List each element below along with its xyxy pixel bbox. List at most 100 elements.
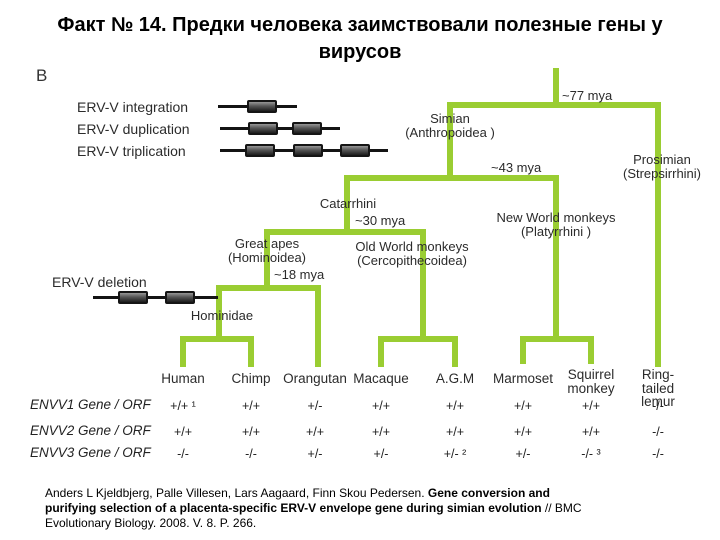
panel-label: B [36, 66, 48, 85]
branch-nwm-split-horizontal [520, 336, 594, 342]
citation-title-part-1: Gene conversion and [427, 486, 550, 500]
node-great-apes-sub: (Hominoidea) [227, 250, 307, 265]
erv-duplication-line [220, 127, 340, 130]
table-cell: +/+ [581, 399, 601, 413]
node-owm-name: Old World monkeys [355, 239, 469, 254]
branch-hominidae-vertical [216, 285, 222, 342]
gene-box-icon [118, 291, 148, 304]
branch-squirrel-monkey-vertical [588, 336, 594, 364]
age-label-30mya: ~30 mya [355, 213, 406, 228]
legend-integration-label: ERV-V integration [77, 99, 189, 115]
branch-agm-vertical [452, 336, 458, 367]
table-cell: +/+ [305, 425, 325, 439]
age-label-77mya: ~77 mya [562, 88, 613, 103]
node-old-world-monkeys: Old World monkeys (Cercopithecoidea) [355, 240, 468, 268]
table-cell: -/- [177, 447, 189, 461]
citation-line-2: purifying selection of a placenta-specif… [45, 501, 685, 516]
table-row-label-envv3: ENVV3 Gene / ORF [30, 445, 151, 460]
node-catarrhini: Catarrhini [319, 196, 377, 211]
slide-title: Факт № 14. Предки человека заимствовали … [0, 12, 720, 66]
node-simian-sub: (Anthropoidea ) [405, 125, 495, 140]
table-row-label-envv2: ENVV2 Gene / ORF [30, 423, 151, 438]
node-prosimian-sub: (Strepsirrhini) [622, 166, 702, 181]
leaf-label-squirrel-monkey: Squirrel monkey [567, 367, 615, 396]
leaf-label-human: Human [161, 371, 205, 386]
table-cell: +/- [515, 447, 531, 461]
gene-box-icon [248, 122, 278, 135]
gene-box-icon [293, 144, 323, 157]
leaf-label-chimp: Chimp [231, 371, 271, 386]
branch-catarrhini-vertical [344, 175, 350, 235]
branch-77mya-horizontal [447, 102, 661, 108]
table-cell: +/+ [581, 425, 601, 439]
legend-triplication-label: ERV-V triplication [77, 143, 186, 159]
branch-human-vertical [180, 336, 186, 367]
branch-simian-vertical [447, 102, 453, 181]
leaf-label-macaque: Macaque [353, 371, 409, 386]
table-cell: -/- ³ [581, 447, 601, 461]
branch-new-world-monkeys-vertical [553, 175, 559, 342]
branch-43mya-horizontal [344, 175, 559, 181]
table-cell: +/+ [445, 425, 465, 439]
branch-great-apes-vertical [264, 229, 270, 291]
gene-box-icon [165, 291, 195, 304]
slide-title-line-2: вирусов [318, 41, 402, 63]
age-label-43mya: ~43 mya [491, 160, 542, 175]
table-cell: -/- [652, 399, 664, 413]
table-cell: +/+ [241, 399, 261, 413]
node-nwm-sub: (Platyrrhini ) [520, 224, 592, 239]
branch-30mya-horizontal [264, 229, 426, 235]
table-cell: +/+ [173, 425, 193, 439]
node-great-apes-name: Great apes [234, 236, 300, 251]
node-simian-name: Simian [430, 111, 470, 126]
branch-marmoset-vertical [520, 336, 526, 364]
citation-title-part-2: purifying selection of a placenta-specif… [45, 500, 542, 515]
node-owm-sub: (Cercopithecoidea) [357, 253, 467, 268]
slide-title-line-1: Факт № 14. Предки человека заимствовали … [57, 14, 663, 36]
table-cell: +/+ [513, 399, 533, 413]
table-cell: +/+ ¹ [170, 399, 196, 413]
legend-duplication-label: ERV-V duplication [77, 121, 190, 137]
citation-line-1: Anders L Kjeldbjerg, Palle Villesen, Lar… [45, 486, 685, 501]
erv-deletion-line [93, 296, 218, 299]
table-cell: +/+ [241, 425, 261, 439]
citation-line-3: Evolutionary Biology. 2008. V. 8. P. 266… [45, 515, 257, 530]
table-cell: -/- [245, 447, 257, 461]
gene-box-icon [340, 144, 370, 157]
gene-box-icon [245, 144, 275, 157]
branch-orangutan-vertical [315, 285, 321, 367]
citation-journal-prefix: // BMC [541, 500, 582, 515]
node-hominidae: Hominidae [190, 308, 254, 323]
branch-root-vertical [553, 68, 559, 108]
age-label-18mya: ~18 mya [274, 267, 325, 282]
node-nwm-name: New World monkeys [496, 210, 616, 225]
leaf-label-ring-tailed-lemur: Ring-tailed lemur [641, 367, 675, 409]
table-cell: +/+ [513, 425, 533, 439]
branch-prosimian-vertical [655, 102, 661, 367]
table-cell: +/- [307, 399, 323, 413]
node-prosimian: Prosimian (Strepsirrhini) [623, 153, 701, 181]
table-row-label-envv1: ENVV1 Gene / ORF [30, 397, 151, 412]
node-great-apes: Great apes (Hominoidea) [228, 237, 306, 265]
table-cell: +/- [307, 447, 323, 461]
table-cell: +/+ [445, 399, 465, 413]
leaf-label-agm: A.G.M [435, 371, 475, 386]
branch-chimp-vertical [248, 336, 254, 367]
branch-old-world-monkeys-vertical [420, 229, 426, 342]
gene-box-icon [247, 100, 277, 113]
citation: Anders L Kjeldbjerg, Palle Villesen, Lar… [45, 486, 685, 530]
branch-owm-split-horizontal [378, 336, 458, 342]
citation-authors: Anders L Kjeldbjerg, Palle Villesen, Lar… [45, 486, 428, 500]
node-prosimian-name: Prosimian [633, 152, 691, 167]
branch-18mya-horizontal [216, 285, 321, 291]
table-cell: +/+ [371, 399, 391, 413]
branch-hominidae-split-horizontal [180, 336, 254, 342]
node-new-world-monkeys: New World monkeys (Platyrrhini ) [497, 211, 616, 239]
table-cell: -/- [652, 447, 664, 461]
branch-macaque-vertical [378, 336, 384, 367]
table-cell: +/- ² [443, 447, 467, 461]
table-cell: +/+ [371, 425, 391, 439]
leaf-label-marmoset: Marmoset [492, 371, 554, 386]
leaf-label-orangutan: Orangutan [283, 371, 347, 386]
